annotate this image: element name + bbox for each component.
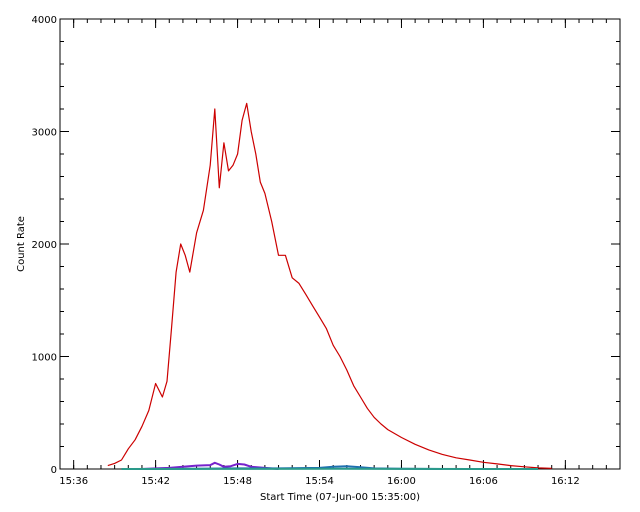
series-line-1 [107, 102, 552, 469]
y-tick-label: 1000 [32, 353, 57, 364]
series-layer [107, 102, 552, 470]
x-tick-label: 16:06 [469, 476, 498, 487]
y-tick-label: 4000 [32, 15, 57, 26]
ticks-layer: 15:36 15:42 15:48 15:54 16:00 16:06 16:12 0 1000… [32, 15, 621, 487]
x-tick-label: 15:54 [305, 476, 334, 487]
x-tick-label: 15:42 [141, 476, 170, 487]
y-tick-label: 3000 [32, 128, 57, 139]
x-tick-label: 15:48 [223, 476, 252, 487]
x-tick-label: 16:12 [551, 476, 580, 487]
x-axis-title: Start Time (07-Jun-00 15:35:00) [260, 492, 420, 503]
x-tick-label: 15:36 [59, 476, 88, 487]
x-tick-label: 16:00 [387, 476, 416, 487]
y-tick-label: 0 [51, 465, 57, 476]
y-tick-label: 2000 [32, 240, 57, 251]
y-axis-title: Count Rate [16, 216, 27, 272]
plot-frame [59, 18, 621, 470]
